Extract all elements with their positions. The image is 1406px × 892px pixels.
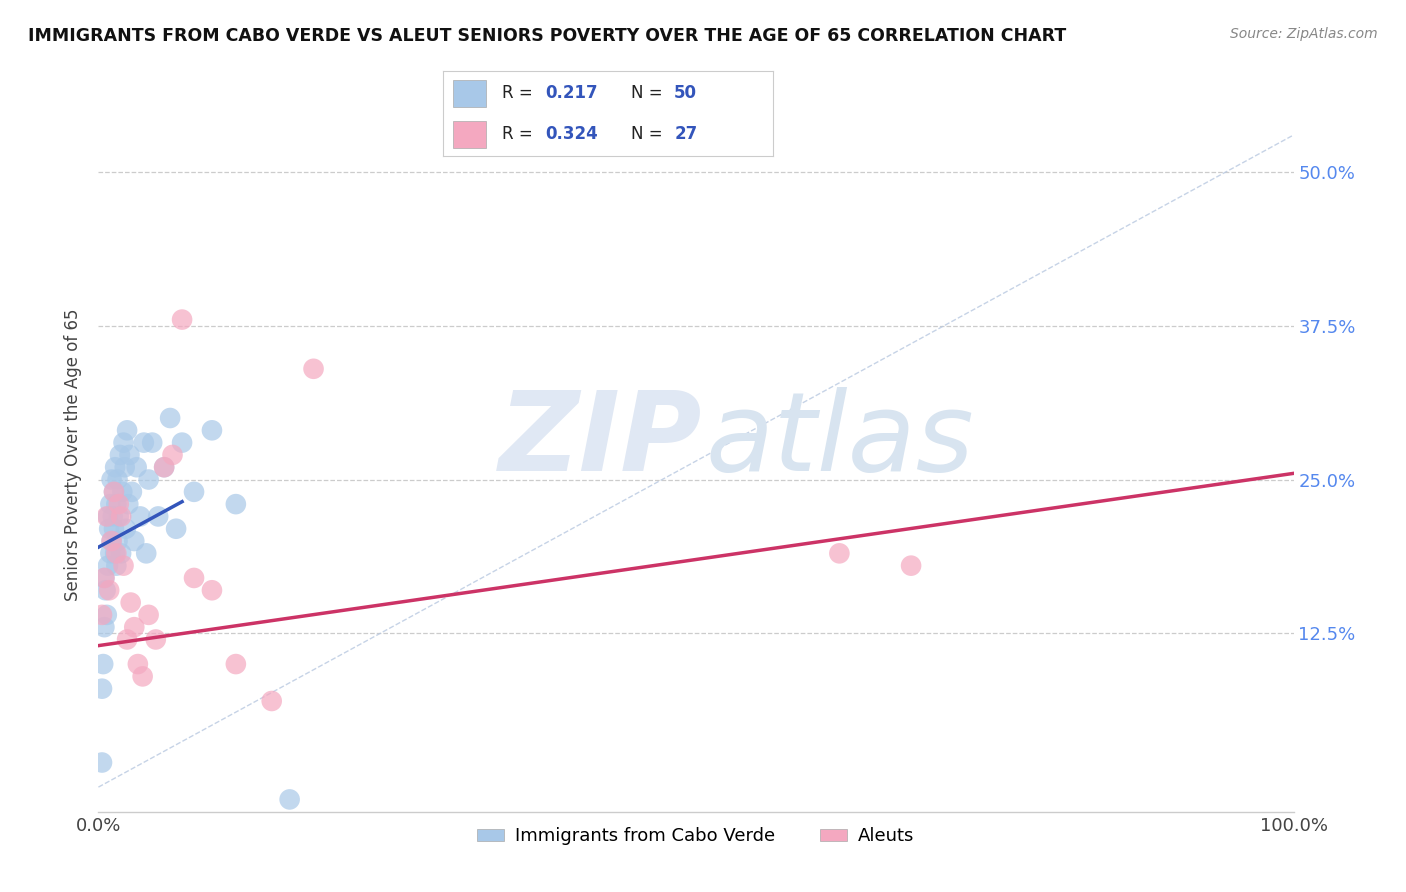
Point — [98, 546, 122, 560]
Point — [96, 509, 118, 524]
Point — [112, 558, 135, 573]
Point — [201, 423, 224, 437]
Point — [93, 571, 115, 585]
Point — [153, 460, 176, 475]
Point — [91, 756, 114, 770]
Legend: Immigrants from Cabo Verde, Aleuts: Immigrants from Cabo Verde, Aleuts — [470, 821, 922, 853]
Point — [148, 509, 170, 524]
Point — [828, 546, 851, 560]
Point — [165, 522, 187, 536]
Point — [183, 484, 205, 499]
Point — [138, 473, 160, 487]
Point — [115, 522, 138, 536]
Point — [103, 522, 125, 536]
Point — [138, 607, 160, 622]
Point — [129, 509, 152, 524]
FancyBboxPatch shape — [453, 80, 486, 107]
Point — [104, 460, 127, 475]
Point — [183, 571, 205, 585]
Point — [121, 484, 143, 499]
Point — [135, 546, 157, 560]
Point — [115, 423, 138, 437]
Point — [100, 473, 122, 487]
Point — [94, 583, 117, 598]
Point — [93, 571, 115, 585]
Point — [225, 497, 247, 511]
Point — [91, 607, 114, 622]
Point — [201, 583, 224, 598]
Point — [101, 509, 124, 524]
FancyBboxPatch shape — [453, 120, 486, 147]
Point — [278, 792, 301, 806]
Point — [111, 484, 134, 499]
Text: N =: N = — [631, 85, 668, 103]
Point — [125, 460, 148, 475]
Point — [131, 669, 153, 683]
Point — [112, 435, 135, 450]
Point — [110, 509, 132, 524]
Text: ZIP: ZIP — [499, 387, 702, 494]
Point — [172, 435, 194, 450]
Point — [153, 460, 176, 475]
Point — [115, 632, 138, 647]
Point — [103, 484, 125, 499]
Point — [159, 411, 181, 425]
Point — [108, 448, 131, 462]
Text: Source: ZipAtlas.com: Source: ZipAtlas.com — [1230, 27, 1378, 41]
Point — [127, 657, 149, 671]
Point — [98, 497, 122, 511]
Point — [103, 484, 125, 499]
Text: 27: 27 — [675, 125, 697, 143]
Text: 0.324: 0.324 — [546, 125, 598, 143]
Point — [91, 657, 114, 671]
Point — [105, 558, 128, 573]
Point — [105, 546, 128, 560]
Text: 50: 50 — [675, 85, 697, 103]
Point — [98, 522, 121, 536]
Point — [107, 497, 129, 511]
Point — [100, 534, 122, 549]
Point — [97, 558, 120, 573]
Point — [96, 607, 118, 622]
Text: N =: N = — [631, 125, 668, 143]
Point — [105, 497, 128, 511]
Point — [162, 448, 184, 462]
Point — [93, 620, 115, 634]
Point — [172, 312, 194, 326]
Point — [104, 546, 127, 560]
Point — [124, 534, 146, 549]
Text: IMMIGRANTS FROM CABO VERDE VS ALEUT SENIORS POVERTY OVER THE AGE OF 65 CORRELATI: IMMIGRANTS FROM CABO VERDE VS ALEUT SENI… — [28, 27, 1066, 45]
Text: 0.217: 0.217 — [546, 85, 598, 103]
Point — [107, 473, 129, 487]
Point — [97, 509, 120, 524]
Text: atlas: atlas — [704, 387, 974, 494]
Point — [91, 681, 114, 696]
Text: R =: R = — [502, 125, 538, 143]
Point — [260, 694, 283, 708]
Point — [145, 632, 167, 647]
Point — [98, 583, 121, 598]
Point — [100, 534, 122, 549]
Text: R =: R = — [502, 85, 538, 103]
Point — [114, 460, 136, 475]
Point — [120, 596, 142, 610]
Point — [141, 435, 163, 450]
Point — [132, 435, 155, 450]
Point — [124, 620, 146, 634]
Point — [117, 497, 139, 511]
Point — [107, 534, 129, 549]
Point — [900, 558, 922, 573]
Point — [118, 448, 141, 462]
Point — [110, 546, 132, 560]
Point — [107, 509, 129, 524]
Y-axis label: Seniors Poverty Over the Age of 65: Seniors Poverty Over the Age of 65 — [65, 309, 83, 601]
Point — [225, 657, 247, 671]
Point — [302, 361, 325, 376]
